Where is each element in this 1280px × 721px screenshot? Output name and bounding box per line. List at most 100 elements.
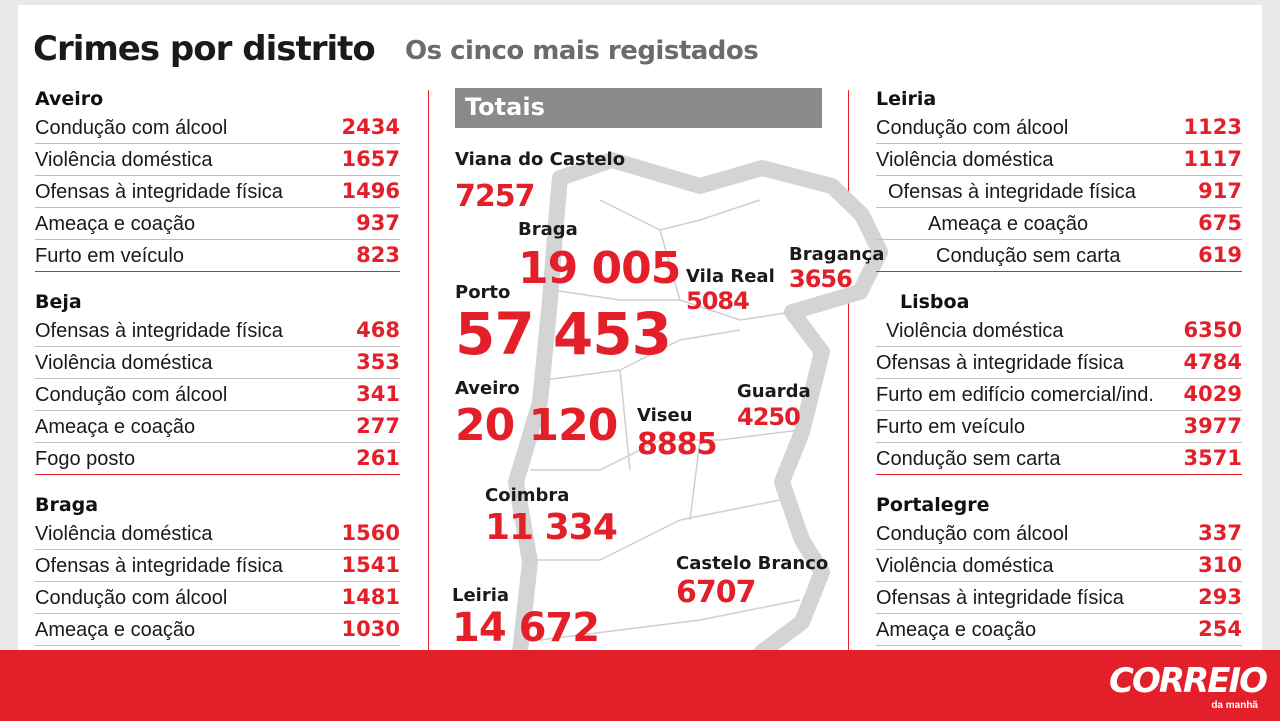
row-value: 937 xyxy=(356,211,400,235)
row-value: 4029 xyxy=(1183,382,1242,406)
district-separator xyxy=(35,271,400,272)
row-separator xyxy=(876,207,1242,208)
row-label: Ameaça e coação xyxy=(928,213,1089,235)
divider xyxy=(428,90,429,721)
row-value: 3571 xyxy=(1183,446,1242,470)
row-value: 1030 xyxy=(341,617,400,641)
district-name: Beja xyxy=(35,291,82,313)
map-district-total: 8885 xyxy=(637,427,717,462)
row-value: 675 xyxy=(1198,211,1242,235)
row-separator xyxy=(35,143,400,144)
row-separator xyxy=(35,549,400,550)
map-district-total: 19 005 xyxy=(518,243,681,294)
row-separator xyxy=(876,410,1242,411)
row-separator xyxy=(876,645,1242,646)
map-district-total: 4250 xyxy=(737,403,801,431)
district-name: Portalegre xyxy=(876,494,990,516)
map-district-name: Castelo Branco xyxy=(676,553,829,574)
row-separator xyxy=(876,143,1242,144)
row-separator xyxy=(876,175,1242,176)
row-separator xyxy=(35,378,400,379)
map-district-name: Braga xyxy=(518,219,578,240)
map-district-total: 7257 xyxy=(455,179,535,214)
district-name: Braga xyxy=(35,494,99,516)
logo-text: CORREIO xyxy=(1109,661,1267,701)
totals-title: Totais xyxy=(465,93,545,121)
row-value: 1481 xyxy=(341,585,400,609)
row-value: 341 xyxy=(356,382,400,406)
row-label: Condução com álcool xyxy=(876,523,1069,545)
district-name: Lisboa xyxy=(900,291,970,313)
row-value: 261 xyxy=(356,446,400,470)
title: Crimes por distrito xyxy=(33,29,376,69)
row-separator xyxy=(876,346,1242,347)
row-value: 2434 xyxy=(341,115,400,139)
row-label: Ofensas à integridade física xyxy=(35,181,283,203)
map-district-name: Leiria xyxy=(452,585,510,606)
map-district-total: 3656 xyxy=(789,265,853,293)
row-value: 6350 xyxy=(1183,318,1242,342)
totals-header xyxy=(455,88,822,128)
divider xyxy=(848,90,849,721)
row-label: Fogo posto xyxy=(35,448,136,470)
row-separator xyxy=(35,346,400,347)
district-separator xyxy=(876,271,1242,272)
row-separator xyxy=(35,613,400,614)
map-district-total: 14 672 xyxy=(452,605,600,651)
row-separator xyxy=(35,239,400,240)
row-separator xyxy=(876,378,1242,379)
row-separator xyxy=(876,239,1242,240)
subtitle: Os cinco mais registados xyxy=(405,36,759,66)
row-value: 823 xyxy=(356,243,400,267)
row-value: 1560 xyxy=(341,521,400,545)
map-district-name: Viana do Castelo xyxy=(455,149,626,170)
map-district-name: Porto xyxy=(455,282,511,303)
row-value: 1657 xyxy=(341,147,400,171)
row-label: Ameaça e coação xyxy=(35,619,196,641)
row-separator xyxy=(876,581,1242,582)
row-separator xyxy=(35,207,400,208)
district-separator xyxy=(35,474,400,475)
row-label: Condução com álcool xyxy=(876,117,1069,139)
row-label: Condução com álcool xyxy=(35,117,228,139)
row-value: 277 xyxy=(356,414,400,438)
map-district-name: Viseu xyxy=(637,405,693,426)
row-value: 353 xyxy=(356,350,400,374)
district-name: Aveiro xyxy=(35,88,104,110)
row-separator xyxy=(876,613,1242,614)
row-value: 3977 xyxy=(1183,414,1242,438)
row-label: Ameaça e coação xyxy=(876,619,1037,641)
row-separator xyxy=(876,442,1242,443)
map-district-total: 20 120 xyxy=(455,400,618,451)
map-district-total: 6707 xyxy=(676,575,756,610)
row-label: Condução sem carta xyxy=(936,245,1121,267)
row-label: Ofensas à integridade física xyxy=(888,181,1136,203)
row-label: Ofensas à integridade física xyxy=(876,587,1124,609)
row-label: Ameaça e coação xyxy=(35,213,196,235)
map-district-name: Bragança xyxy=(789,244,885,265)
row-separator xyxy=(35,410,400,411)
row-label: Ofensas à integridade física xyxy=(35,555,283,577)
row-label: Ofensas à integridade física xyxy=(876,352,1124,374)
row-value: 4784 xyxy=(1183,350,1242,374)
map-district-total: 57 453 xyxy=(455,300,672,368)
row-label: Violência doméstica xyxy=(876,555,1054,577)
row-label: Condução com álcool xyxy=(35,384,228,406)
row-value: 254 xyxy=(1198,617,1242,641)
map-district-total: 5084 xyxy=(686,287,750,315)
row-label: Violência doméstica xyxy=(876,149,1054,171)
row-label: Ameaça e coação xyxy=(35,416,196,438)
row-label: Violência doméstica xyxy=(35,352,213,374)
row-value: 619 xyxy=(1198,243,1242,267)
map-district-name: Aveiro xyxy=(455,378,520,399)
row-separator xyxy=(35,442,400,443)
row-value: 1123 xyxy=(1183,115,1242,139)
footer-band xyxy=(0,650,1280,721)
row-label: Violência doméstica xyxy=(35,149,213,171)
district-separator xyxy=(876,474,1242,475)
map-district-name: Guarda xyxy=(737,381,811,402)
row-label: Condução com álcool xyxy=(35,587,228,609)
row-label: Condução sem carta xyxy=(876,448,1061,470)
row-value: 468 xyxy=(356,318,400,342)
